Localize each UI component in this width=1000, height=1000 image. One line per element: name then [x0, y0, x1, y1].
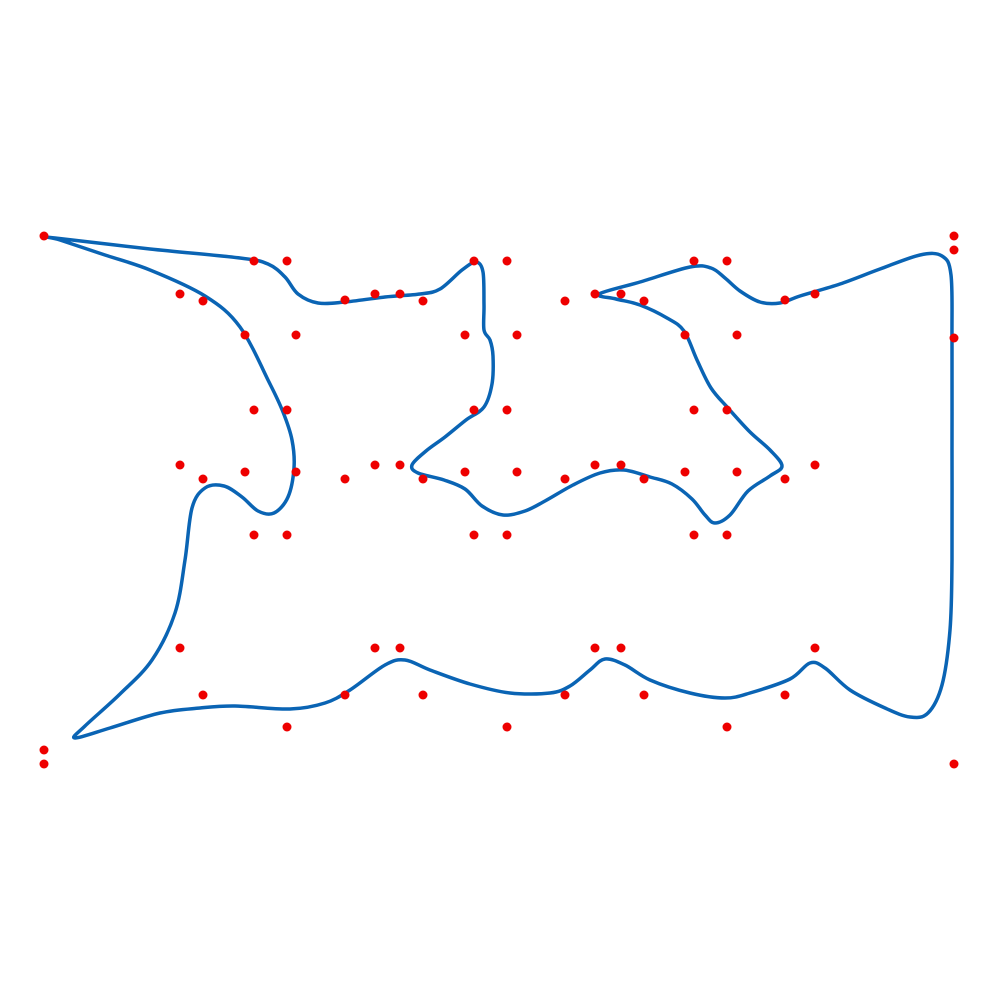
control-point — [39, 745, 49, 755]
control-point — [282, 256, 292, 266]
control-points-layer — [39, 231, 959, 769]
control-point — [175, 460, 185, 470]
control-point — [249, 256, 259, 266]
control-point — [395, 460, 405, 470]
control-point — [175, 289, 185, 299]
control-point — [340, 295, 350, 305]
control-point — [282, 530, 292, 540]
control-point — [418, 690, 428, 700]
control-point — [512, 330, 522, 340]
control-point — [502, 722, 512, 732]
control-point — [810, 289, 820, 299]
control-point — [502, 405, 512, 415]
control-point — [949, 245, 959, 255]
control-point — [39, 231, 49, 241]
control-point — [240, 330, 250, 340]
control-point — [291, 330, 301, 340]
closed-curve — [46, 235, 954, 740]
control-point — [39, 759, 49, 769]
control-point — [689, 256, 699, 266]
control-point — [590, 460, 600, 470]
control-point — [732, 467, 742, 477]
control-point — [395, 643, 405, 653]
control-point — [502, 256, 512, 266]
control-point — [370, 289, 380, 299]
control-point — [639, 474, 649, 484]
control-point — [949, 759, 959, 769]
control-point — [198, 296, 208, 306]
control-point — [291, 467, 301, 477]
control-point — [418, 296, 428, 306]
control-point — [198, 474, 208, 484]
control-point — [780, 690, 790, 700]
control-point — [780, 295, 790, 305]
control-point — [512, 467, 522, 477]
control-point — [249, 405, 259, 415]
control-point — [722, 722, 732, 732]
control-point — [249, 530, 259, 540]
control-point — [680, 330, 690, 340]
control-point — [949, 231, 959, 241]
control-point — [370, 460, 380, 470]
control-point — [469, 530, 479, 540]
control-point — [639, 690, 649, 700]
control-point — [340, 690, 350, 700]
control-point — [175, 643, 185, 653]
control-point — [732, 330, 742, 340]
control-point — [460, 330, 470, 340]
control-point — [722, 530, 732, 540]
control-point — [810, 643, 820, 653]
control-point — [680, 467, 690, 477]
control-point — [395, 289, 405, 299]
control-point — [370, 643, 380, 653]
control-point — [722, 405, 732, 415]
control-point — [282, 722, 292, 732]
control-point — [949, 333, 959, 343]
control-point — [689, 530, 699, 540]
control-point — [240, 467, 250, 477]
control-point — [810, 460, 820, 470]
control-point — [616, 643, 626, 653]
control-point — [560, 690, 570, 700]
control-point — [460, 467, 470, 477]
control-point — [616, 460, 626, 470]
control-point — [616, 289, 626, 299]
control-point — [639, 296, 649, 306]
control-point — [560, 296, 570, 306]
control-point — [590, 643, 600, 653]
control-point — [689, 405, 699, 415]
control-point — [282, 405, 292, 415]
control-point — [418, 474, 428, 484]
control-point — [722, 256, 732, 266]
control-point — [590, 289, 600, 299]
control-point — [198, 690, 208, 700]
curve-layer — [46, 235, 954, 740]
control-point — [469, 256, 479, 266]
control-point — [560, 474, 570, 484]
control-point — [340, 474, 350, 484]
control-point — [469, 405, 479, 415]
control-point — [502, 530, 512, 540]
control-point — [780, 474, 790, 484]
